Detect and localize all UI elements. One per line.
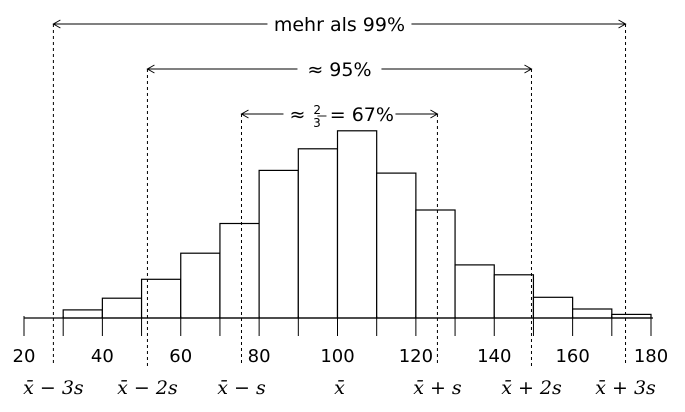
interval-arrowhead	[146, 64, 155, 74]
sigma-label: x̄ − 2s	[117, 377, 178, 399]
histogram-bar	[297, 148, 339, 319]
x-ticks-group: 20 40 60 80 100 120 140 160 180	[13, 316, 668, 367]
sigma-label: x̄ + 2s	[501, 377, 562, 399]
x-tick-label: 100	[320, 346, 354, 367]
x-tick-label: 40	[91, 346, 114, 367]
histogram-bar	[219, 222, 260, 319]
x-tick-label: 120	[399, 346, 433, 367]
histogram-bar	[415, 209, 456, 319]
x-tick-label: 180	[634, 346, 668, 367]
sigma-label: x̄ − s	[217, 377, 266, 399]
histogram-bar	[572, 308, 613, 319]
histogram-bar	[258, 169, 299, 319]
x-tick-label: 160	[555, 346, 589, 367]
interval-arrowhead	[52, 19, 61, 29]
sigma-label: x̄	[334, 377, 345, 399]
x-tick-label: 60	[169, 346, 192, 367]
histogram-bar	[62, 309, 103, 319]
sigma-label: x̄ + 3s	[595, 377, 656, 399]
histogram-bar	[532, 296, 574, 319]
x-tick-label: 80	[248, 346, 271, 367]
interval-label: mehr als 99%	[274, 14, 405, 36]
interval-arrowhead	[618, 19, 627, 29]
histogram-bar	[376, 172, 417, 319]
interval-arrowhead	[430, 109, 439, 119]
interval-arrowhead	[240, 109, 249, 119]
sigma-labels-group: x̄ − 3s x̄ − 2s x̄ − s x̄ x̄ + s x̄ + 2s x̄ + …	[23, 377, 656, 399]
interval-label: ≈ 95%	[307, 59, 371, 81]
histogram-bar	[101, 297, 143, 319]
x-tick-label: 140	[477, 346, 511, 367]
sigma-guides-group	[52, 24, 627, 366]
histogram-bar	[180, 252, 221, 319]
x-tick-label: 20	[13, 346, 36, 367]
bars-group	[62, 130, 652, 319]
sigma-label: x̄ − 3s	[23, 377, 84, 399]
histogram-bar	[140, 278, 182, 319]
histogram-bar	[493, 274, 535, 319]
interval-arrowhead	[524, 64, 533, 74]
histogram-bar	[454, 264, 495, 319]
histogram-bar	[336, 130, 378, 319]
sigma-label: x̄ + s	[413, 377, 462, 399]
